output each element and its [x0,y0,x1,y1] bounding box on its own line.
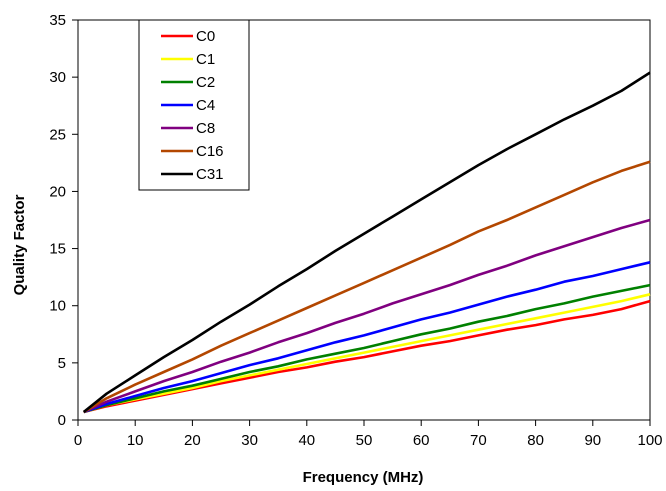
series-line-c31 [82,71,651,414]
x-tick-label: 50 [356,432,373,449]
series-line-c2 [83,283,651,414]
x-tick-label: 70 [470,432,487,449]
legend: C0 C1 C2 C4 C8 C16 C31 [138,19,250,191]
y-tick-label: 25 [49,126,66,143]
y-tick-label: 5 [58,355,66,372]
x-axis-title: Frequency (MHz) [303,469,424,486]
x-tick-label: 0 [74,432,82,449]
legend-label: C0 [196,28,215,45]
legend-label: C2 [196,74,215,91]
legend-label: C31 [196,166,224,183]
y-axis-title: Quality Factor [11,194,28,295]
x-tick-label: 20 [184,432,201,449]
y-tick-label: 0 [58,412,66,429]
y-tick-label: 30 [49,69,66,86]
series-line-c8 [83,218,651,414]
legend-label: C8 [196,120,215,137]
legend-box [138,19,250,191]
y-tick-label: 15 [49,241,66,258]
axes-layer: 0 10 20 30 40 50 60 70 80 90 100 0 5 10 15 20 25 30 35 [49,12,662,449]
legend-label: C1 [196,51,215,68]
x-tick-label: 80 [527,432,544,449]
x-tick-label: 90 [584,432,601,449]
legend-label: C4 [196,97,215,114]
legend-label: C16 [196,143,224,160]
x-tick-label: 30 [241,432,258,449]
series-line-c1 [83,293,651,414]
y-tick-label: 35 [49,12,66,29]
series-line-c16 [83,160,651,414]
y-tick-label: 10 [49,298,66,315]
x-tick-label: 40 [298,432,315,449]
series-line-c4 [83,261,651,414]
series-layer [82,71,651,414]
x-tick-label: 10 [127,432,144,449]
x-tick-label: 60 [413,432,430,449]
y-tick-label: 20 [49,183,66,200]
x-tick-label: 100 [637,432,662,449]
